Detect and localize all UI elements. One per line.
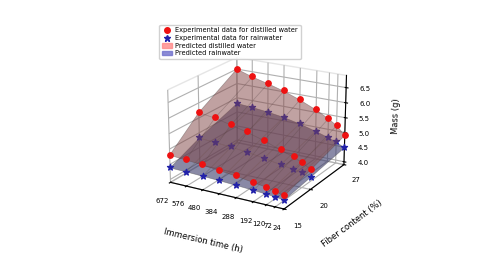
Y-axis label: Fiber content (%): Fiber content (%) — [320, 198, 384, 248]
Legend: Experimental data for distilled water, Experimental data for rainwater, Predicte: Experimental data for distilled water, E… — [160, 24, 301, 59]
X-axis label: Immersion time (h): Immersion time (h) — [162, 227, 244, 254]
